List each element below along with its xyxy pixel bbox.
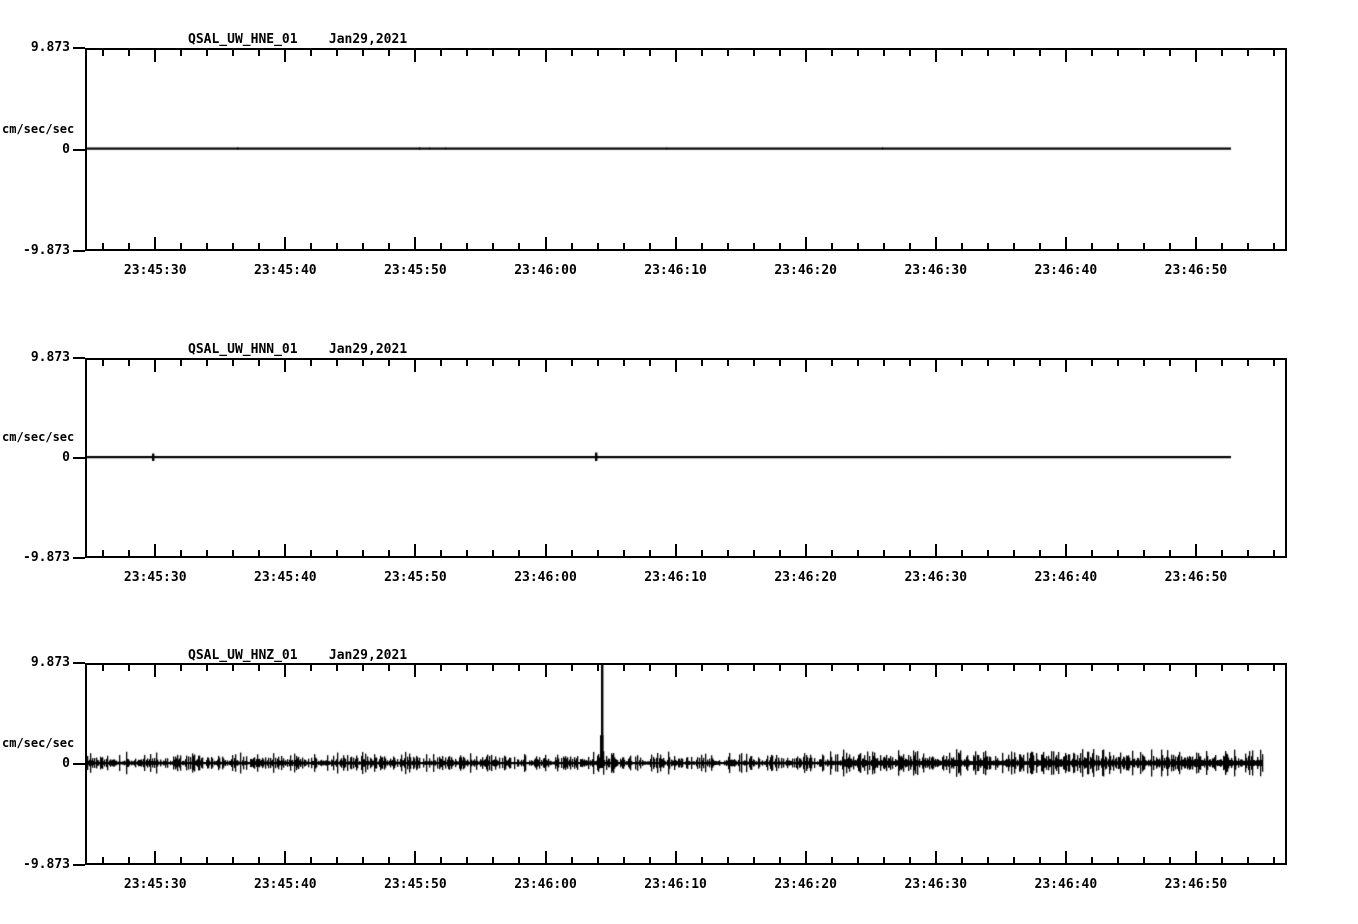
- y-axis-tick-mark: [73, 864, 85, 866]
- x-axis-tick-label: 23:46:20: [774, 570, 837, 585]
- y-axis-tick-mark: [73, 662, 85, 664]
- x-axis-tick-label: 23:46:40: [1034, 570, 1098, 585]
- x-axis-tick-label: 23:46:10: [644, 570, 707, 585]
- x-axis-tick-label: 23:46:00: [514, 570, 577, 585]
- x-axis-tick-label: 23:46:40: [1034, 263, 1098, 278]
- y-axis-tick-label: 9.873: [30, 40, 70, 55]
- panel-title: QSAL_UW_HNN_01 Jan29,2021: [188, 342, 408, 357]
- x-axis-tick-label: 23:46:30: [904, 877, 968, 892]
- y-axis-tick-mark: [73, 357, 85, 359]
- waveform-trace: [87, 360, 1285, 556]
- panel-title: QSAL_UW_HNZ_01 Jan29,2021: [188, 648, 408, 663]
- y-axis-tick-label: 9.873: [30, 655, 70, 670]
- x-axis-tick-label: 23:46:50: [1164, 877, 1228, 892]
- y-axis-tick-label: 0: [62, 756, 70, 771]
- y-axis-unit-label: cm/sec/sec: [2, 430, 75, 444]
- x-axis-tick-label: 23:46:10: [644, 263, 707, 278]
- y-axis-tick-label: -9.873: [23, 857, 70, 872]
- x-axis-tick-label: 23:45:40: [254, 263, 317, 278]
- y-axis-tick-mark: [73, 250, 85, 252]
- y-axis-tick-label: 9.873: [30, 350, 70, 365]
- x-axis-tick-label: 23:46:20: [774, 877, 837, 892]
- y-axis-tick-mark: [73, 47, 85, 49]
- y-axis-tick-mark: [73, 457, 85, 459]
- x-axis-tick-label: 23:46:00: [514, 263, 577, 278]
- y-axis-tick-label: -9.873: [23, 550, 70, 565]
- y-axis-tick-mark: [73, 148, 85, 151]
- x-axis-tick-label: 23:46:30: [904, 263, 968, 278]
- x-axis-tick-label: 23:45:40: [254, 570, 317, 585]
- y-axis-tick-label: -9.873: [23, 243, 70, 258]
- x-axis-tick-label: 23:46:50: [1164, 263, 1228, 278]
- x-axis-tick-label: 23:46:30: [904, 570, 968, 585]
- x-axis-tick-label: 23:45:40: [254, 877, 317, 892]
- x-axis-tick-label: 23:45:30: [123, 877, 187, 892]
- y-axis-tick-mark: [73, 557, 85, 559]
- x-axis-tick-label: 23:45:50: [384, 877, 447, 892]
- y-axis-tick-mark: [73, 763, 85, 765]
- waveform-trace: [87, 50, 1285, 249]
- y-axis-tick-label: 0: [62, 141, 70, 157]
- panel-title: QSAL_UW_HNE_01 Jan29,2021: [188, 32, 408, 47]
- x-axis-tick-label: 23:46:40: [1034, 877, 1098, 892]
- x-axis-tick-label: 23:46:00: [514, 877, 577, 892]
- x-axis-tick-label: 23:46:20: [774, 263, 837, 278]
- x-axis-tick-label: 23:45:50: [384, 570, 447, 585]
- x-axis-tick-label: 23:45:50: [384, 263, 447, 278]
- x-axis-tick-label: 23:45:30: [123, 570, 187, 585]
- y-axis-unit-label: cm/sec/sec: [2, 736, 75, 750]
- x-axis-tick-label: 23:46:10: [644, 877, 707, 892]
- waveform-trace: [87, 665, 1285, 863]
- x-axis-tick-label: 23:45:30: [123, 263, 187, 278]
- y-axis-unit-label: cm/sec/sec: [2, 121, 75, 136]
- x-axis-tick-label: 23:46:50: [1164, 570, 1228, 585]
- y-axis-tick-label: 0: [62, 450, 70, 465]
